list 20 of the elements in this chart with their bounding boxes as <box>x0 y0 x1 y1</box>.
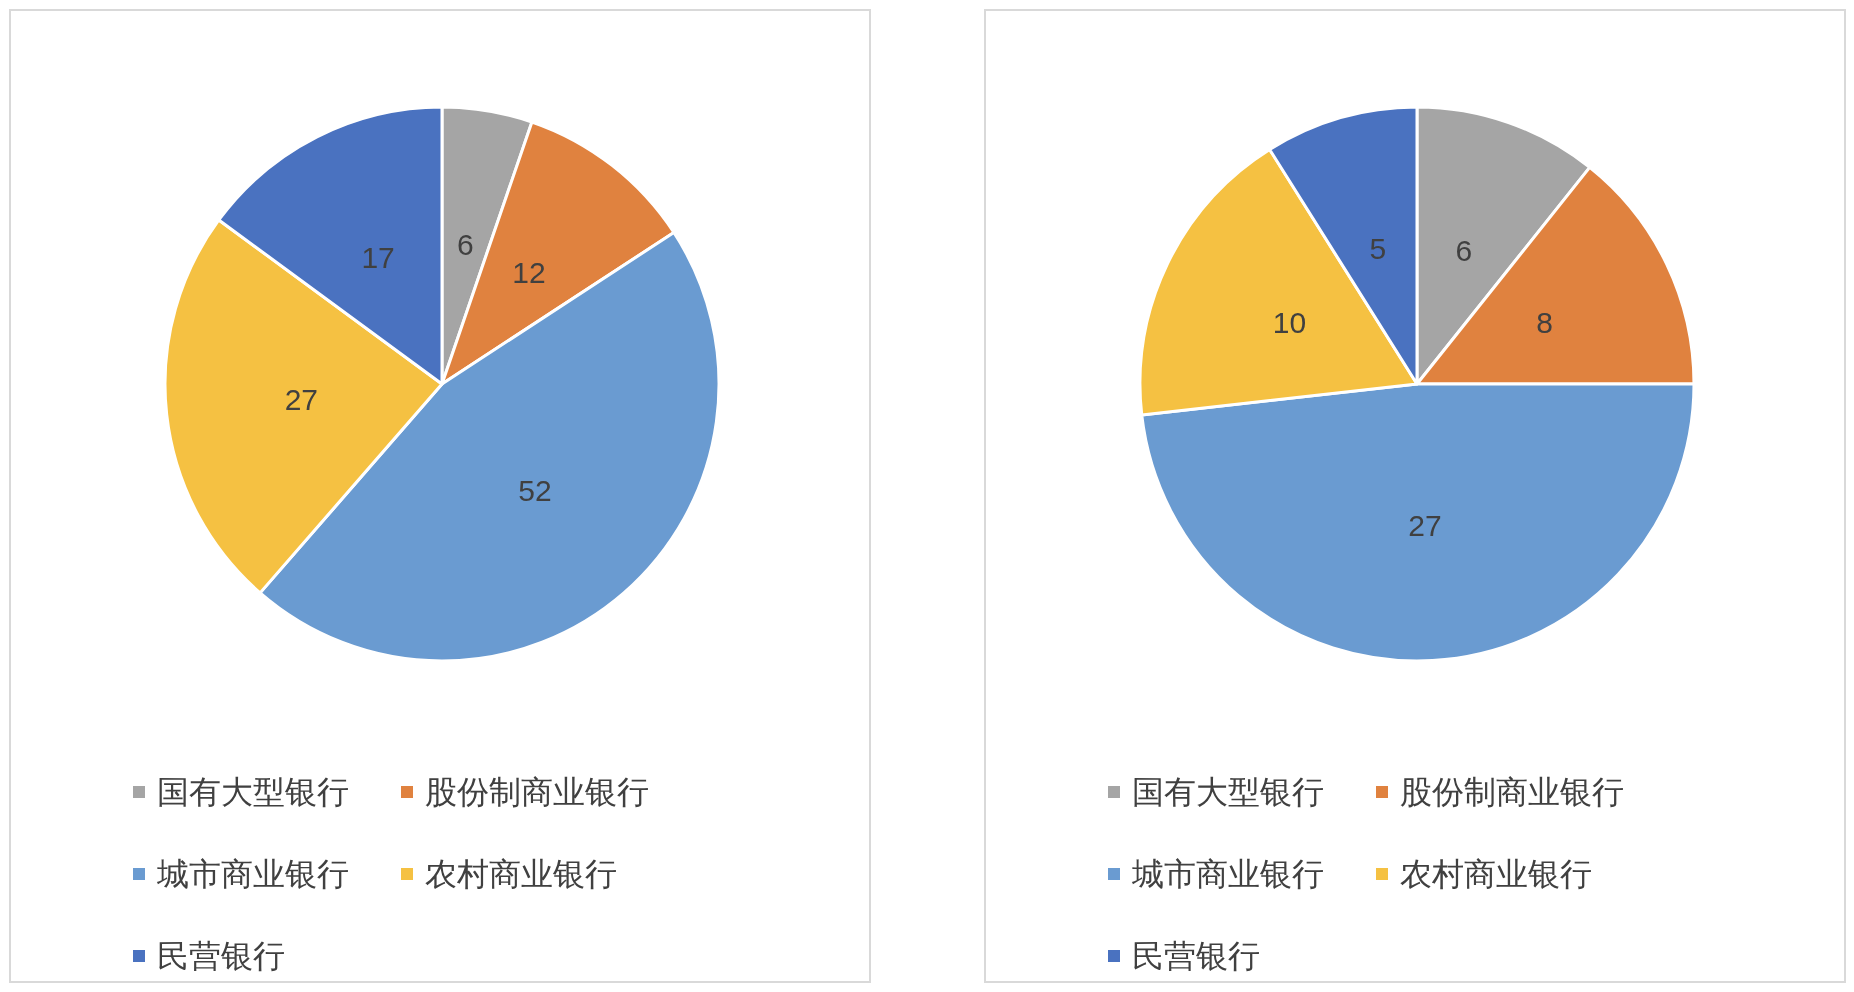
data-label: 52 <box>518 474 552 508</box>
data-label: 17 <box>361 241 395 275</box>
data-label: 27 <box>1408 508 1442 542</box>
legend-label: 国有大型银行 <box>157 773 349 811</box>
legend-label: 民营银行 <box>157 937 285 975</box>
data-label: 5 <box>1369 231 1387 265</box>
legend-label: 农村商业银行 <box>1400 855 1592 893</box>
data-label: 10 <box>1272 306 1307 340</box>
data-label: 6 <box>1455 233 1473 267</box>
legend-label: 国有大型银行 <box>1132 773 1324 811</box>
legend-label: 股份制商业银行 <box>425 773 649 811</box>
legend-label: 股份制商业银行 <box>1400 773 1624 811</box>
legend-label: 民营银行 <box>1132 937 1260 975</box>
legend-label: 城市商业银行 <box>156 855 349 893</box>
data-label: 6 <box>456 227 474 261</box>
legend-label: 城市商业银行 <box>1131 855 1324 893</box>
data-label: 8 <box>1536 306 1553 340</box>
data-label: 12 <box>512 255 546 289</box>
legend-label: 农村商业银行 <box>425 855 617 893</box>
data-label: 27 <box>284 383 319 417</box>
